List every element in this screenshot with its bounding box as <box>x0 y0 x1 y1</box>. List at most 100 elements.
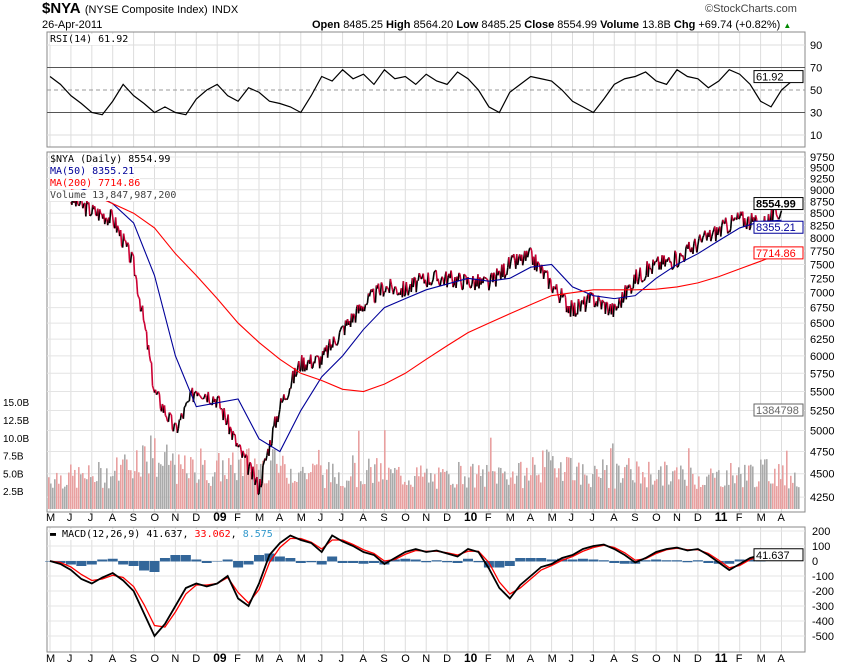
price-bar <box>459 274 462 283</box>
volume-bar <box>48 477 50 509</box>
volume-bar <box>388 467 390 509</box>
price-bar <box>338 329 342 333</box>
price-bar <box>260 483 263 488</box>
volume-bar <box>96 481 98 509</box>
rsi-legend: RSI(14) 61.92 <box>50 34 129 45</box>
month-label: S <box>380 653 387 665</box>
macd-histogram-bar <box>452 561 463 563</box>
price-bar <box>779 210 783 215</box>
volume-bar <box>282 455 284 509</box>
volume-bar <box>64 486 66 509</box>
volume-bar <box>280 465 282 509</box>
price-bar <box>131 253 135 257</box>
macd-histogram-bar <box>463 558 473 562</box>
volume-bar <box>476 474 478 509</box>
volume-bar <box>518 463 520 509</box>
volume-bar <box>694 484 696 509</box>
volume-bar <box>278 472 280 509</box>
volume-bar <box>366 470 368 509</box>
volume-bar <box>650 474 652 509</box>
volume-bar <box>706 476 708 509</box>
macd-histogram-bar <box>86 561 97 565</box>
volume-bar <box>652 484 654 509</box>
price-bar <box>591 292 595 296</box>
price-bar <box>150 362 154 386</box>
volume-bar <box>150 435 152 509</box>
month-label: S <box>130 653 137 665</box>
volume-bar <box>54 479 56 509</box>
volume-bar <box>206 480 208 509</box>
volume-bar <box>488 471 490 509</box>
volume-bar <box>320 465 322 509</box>
price-bar <box>724 217 728 225</box>
volume-bar <box>408 480 410 509</box>
macd-histogram-bar <box>254 555 264 562</box>
volume-bar <box>144 446 146 509</box>
volume-bar <box>714 477 716 509</box>
volume-bar <box>50 483 52 509</box>
month-label: J <box>67 512 73 524</box>
volume-bar <box>644 477 646 509</box>
volume-bar <box>530 475 532 509</box>
volume-bar <box>640 483 642 509</box>
volume-bar <box>496 483 498 509</box>
volume-bar <box>482 469 484 509</box>
price-bar <box>537 262 541 266</box>
price-tick-label: 7500 <box>810 259 834 271</box>
volume-bar <box>788 488 790 509</box>
month-label: A <box>360 653 368 665</box>
volume-bar <box>432 481 434 509</box>
price-bar <box>199 395 202 399</box>
volume-bar <box>648 461 650 509</box>
price-bar <box>546 270 549 273</box>
month-label: 10 <box>464 510 478 524</box>
price-tick-label: 6000 <box>810 351 834 363</box>
volume-bar <box>434 474 436 509</box>
price-bar <box>413 276 416 279</box>
volume-bar <box>776 486 778 509</box>
volume-bar <box>412 486 414 509</box>
price-bar <box>563 293 567 298</box>
price-bar <box>470 284 473 289</box>
price-bar <box>450 270 453 279</box>
volume-bar <box>178 454 180 509</box>
volume-bar <box>182 468 184 509</box>
volume-bar <box>300 471 302 509</box>
volume-bar <box>774 468 776 509</box>
volume-bar <box>330 482 332 509</box>
volume-bar <box>106 468 108 509</box>
volume-bar <box>198 479 200 509</box>
price-bar <box>526 251 530 258</box>
volume-bar <box>186 473 188 509</box>
price-bar <box>431 279 434 283</box>
price-bar <box>552 285 556 289</box>
volume-bar <box>766 459 768 509</box>
price-bar <box>403 294 406 297</box>
macd-histogram-bar <box>107 558 118 562</box>
price-bar <box>155 392 159 396</box>
volume-bar <box>546 449 548 509</box>
volume-bar <box>710 468 712 509</box>
price-bar <box>225 422 228 426</box>
macd-tick-label: -100 <box>812 571 834 583</box>
price-bar <box>311 367 314 370</box>
volume-bar <box>76 487 78 509</box>
price-bar <box>598 298 602 302</box>
price-bar <box>108 209 112 224</box>
volume-bar <box>536 475 538 509</box>
volume-bar <box>316 464 318 509</box>
volume-bar <box>566 456 568 509</box>
price-bar <box>437 278 440 285</box>
price-tick-label: 7750 <box>810 246 834 258</box>
month-label: S <box>380 512 387 524</box>
price-bar <box>337 332 341 341</box>
month-label: A <box>610 653 618 665</box>
macd-histogram-bar <box>76 561 87 566</box>
price-bar <box>170 414 174 430</box>
price-bar <box>468 283 471 288</box>
price-bar <box>157 391 161 395</box>
macd-tick-label: -300 <box>812 601 834 613</box>
volume-bar <box>208 483 210 509</box>
macd-histogram-bar <box>389 559 400 562</box>
